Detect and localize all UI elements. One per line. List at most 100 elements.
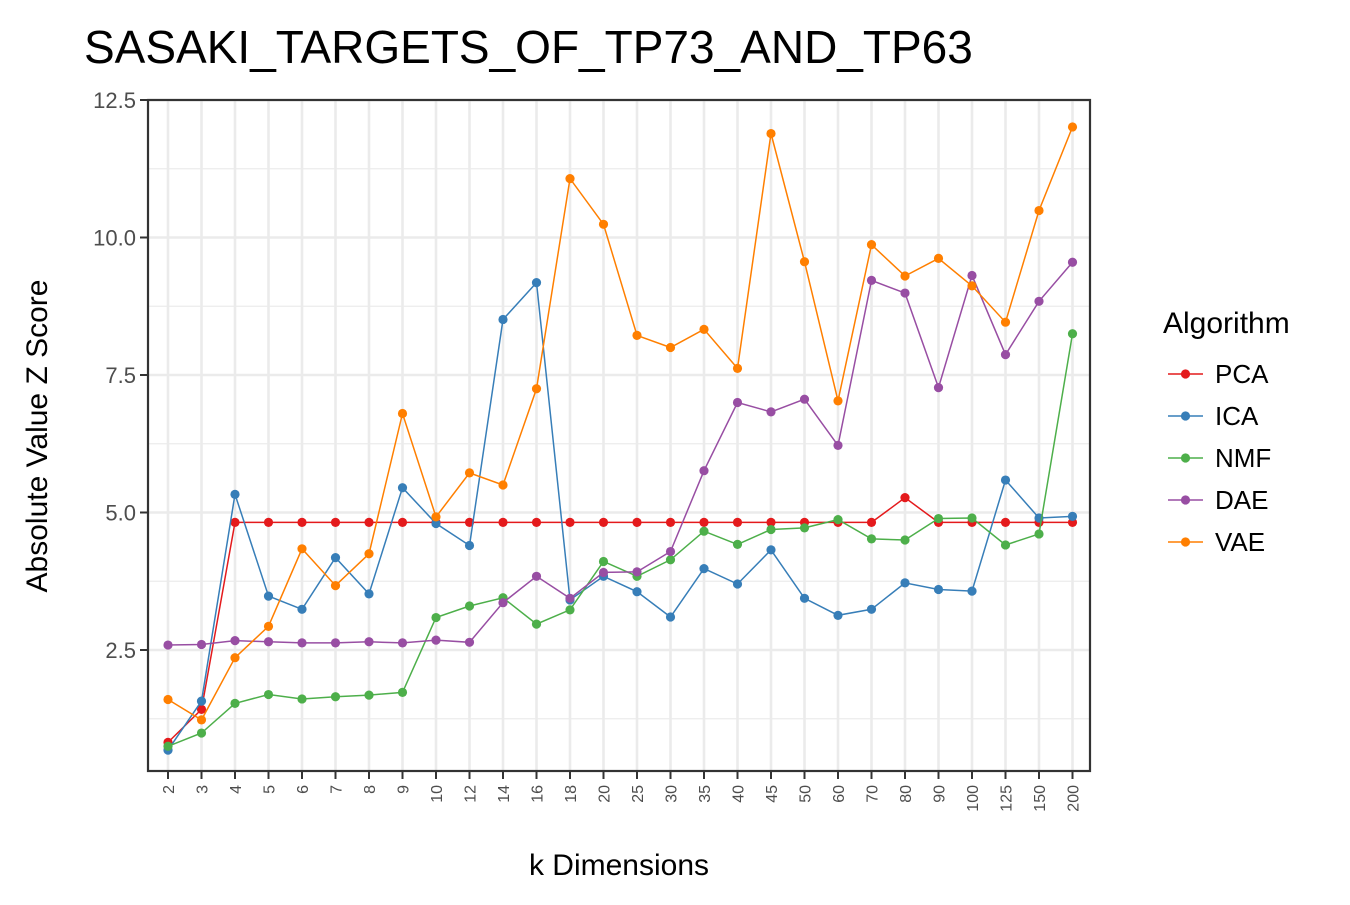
data-point-dae xyxy=(397,638,408,648)
data-point-nmf xyxy=(431,612,441,623)
x-tick-label: 6 xyxy=(295,785,312,794)
series-line-vae xyxy=(167,126,1074,721)
series-line-ica xyxy=(167,280,1073,751)
data-point-dae xyxy=(498,598,508,608)
data-point-ica xyxy=(431,518,441,529)
data-point-pca xyxy=(531,517,542,528)
data-point-nmf xyxy=(263,689,274,700)
data-point-pca xyxy=(565,517,575,528)
data-point-dae xyxy=(967,270,977,281)
data-point-pca xyxy=(632,517,642,528)
data-point-pca xyxy=(297,517,307,528)
data-point-vae xyxy=(330,581,341,591)
data-point-vae xyxy=(900,271,910,281)
data-point-pca xyxy=(866,517,877,528)
legend-key-point xyxy=(1180,411,1191,421)
legend-label-vae: VAE xyxy=(1215,527,1265,557)
data-point-dae xyxy=(598,567,609,578)
legend-label-dae: DAE xyxy=(1215,485,1268,515)
data-point-vae xyxy=(498,480,508,490)
data-point-nmf xyxy=(565,605,575,615)
legend-item-vae: VAE xyxy=(1168,527,1265,557)
data-point-pca xyxy=(230,517,240,528)
axis-ticks: 2.55.07.510.012.52 3 4 5 6 7 8 9 10 12 14 16 18 20 25 3… xyxy=(93,88,1082,812)
x-tick-label: 16 xyxy=(530,785,547,803)
data-point-ica xyxy=(196,696,207,706)
x-tick-label: 25 xyxy=(630,785,647,803)
data-point-dae xyxy=(565,593,575,603)
x-tick-label: 35 xyxy=(697,785,714,803)
x-tick-label: 18 xyxy=(563,785,580,803)
data-point-dae xyxy=(431,635,441,645)
data-point-nmf xyxy=(163,741,173,751)
data-point-vae xyxy=(933,253,944,263)
data-point-pca xyxy=(498,517,508,528)
data-point-nmf xyxy=(1067,329,1078,339)
data-point-nmf xyxy=(297,694,307,704)
data-point-vae xyxy=(766,128,776,139)
legend-key-point xyxy=(1180,537,1191,547)
series-nmf xyxy=(163,329,1078,751)
data-point-ica xyxy=(498,314,508,325)
x-tick-label: 40 xyxy=(731,785,748,803)
data-point-vae xyxy=(1034,205,1044,216)
data-point-dae xyxy=(263,637,274,647)
data-point-ica xyxy=(732,579,743,589)
data-point-dae xyxy=(163,640,173,650)
legend: Algorithm PCA ICA NMF DAE VAE xyxy=(1163,307,1290,557)
data-point-ica xyxy=(665,612,676,622)
data-point-pca xyxy=(397,517,408,528)
data-point-dae xyxy=(699,466,709,476)
grid-lines xyxy=(148,98,1090,771)
data-point-ica xyxy=(531,278,542,288)
series-lines xyxy=(163,122,1078,755)
x-tick-label: 9 xyxy=(396,785,413,794)
x-tick-label: 7 xyxy=(329,785,346,794)
data-point-dae xyxy=(933,383,944,393)
data-point-dae xyxy=(665,546,676,557)
data-point-ica xyxy=(364,589,374,599)
legend-title: Algorithm xyxy=(1163,307,1290,340)
data-point-pca xyxy=(330,517,341,528)
data-point-nmf xyxy=(598,556,609,567)
data-point-vae xyxy=(565,174,575,184)
x-axis-label: k Dimensions xyxy=(529,849,709,882)
series-line-dae xyxy=(167,261,1074,646)
data-point-dae xyxy=(732,397,743,408)
series-ica xyxy=(163,278,1078,755)
x-tick-label: 50 xyxy=(798,785,815,803)
data-point-nmf xyxy=(833,515,843,525)
data-point-pca xyxy=(665,517,676,528)
data-point-pca xyxy=(900,493,910,503)
data-point-ica xyxy=(1067,511,1078,521)
data-point-dae xyxy=(531,571,542,581)
series-line-pca xyxy=(167,496,1073,743)
plot-panel-border xyxy=(146,98,1092,773)
data-point-ica xyxy=(464,540,475,551)
data-point-ica xyxy=(799,593,810,603)
data-point-vae xyxy=(699,324,709,334)
legend-item-nmf: NMF xyxy=(1168,443,1271,473)
data-point-pca xyxy=(1000,517,1011,528)
data-point-ica xyxy=(967,586,977,596)
data-point-nmf xyxy=(464,601,475,611)
data-point-vae xyxy=(230,653,240,663)
legend-item-pca: PCA xyxy=(1168,359,1269,389)
data-point-nmf xyxy=(1034,529,1044,539)
data-point-pca xyxy=(699,517,709,528)
x-tick-label: 4 xyxy=(228,785,245,794)
data-point-dae xyxy=(230,636,240,646)
y-tick-label: 5.0 xyxy=(105,501,136,526)
data-point-dae xyxy=(632,567,642,577)
legend-key-point xyxy=(1180,369,1191,379)
data-point-ica xyxy=(933,584,944,595)
data-point-dae xyxy=(297,638,307,648)
series-vae xyxy=(163,122,1078,725)
data-point-vae xyxy=(866,240,877,250)
data-point-vae xyxy=(1000,317,1011,327)
data-point-dae xyxy=(833,440,843,450)
legend-label-ica: ICA xyxy=(1215,401,1259,431)
x-tick-label: 10 xyxy=(429,785,446,803)
